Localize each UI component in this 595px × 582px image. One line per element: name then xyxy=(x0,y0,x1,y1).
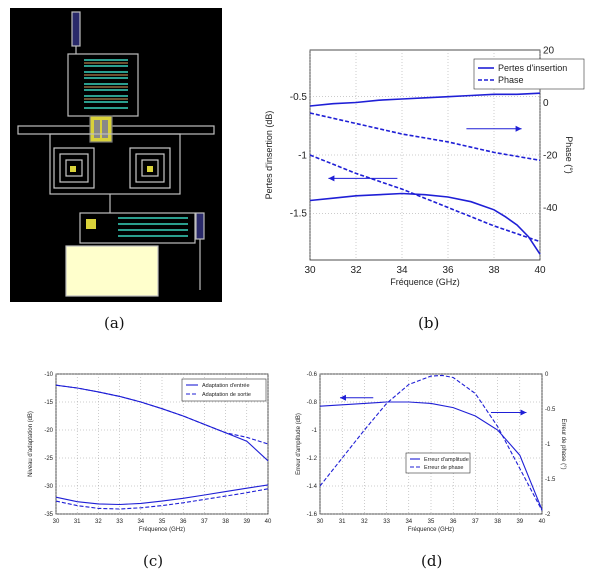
y-tick-label: -0.8 xyxy=(307,400,318,406)
series-line-4 xyxy=(309,154,541,243)
y2-tick-label: -0.5 xyxy=(545,407,556,413)
legend-box xyxy=(181,378,267,402)
y2-axis-label: Phase (°) xyxy=(564,136,574,174)
x-tick-label: 40 xyxy=(534,265,546,276)
series-line-3 xyxy=(55,484,269,506)
y-tick-label: -0.6 xyxy=(307,372,318,378)
x-tick-label: 32 xyxy=(361,519,368,525)
x-axis-label: Fréquence (GHz) xyxy=(390,277,460,287)
y-tick-label: -10 xyxy=(44,372,53,378)
legend-entry-2: Phase xyxy=(498,75,524,85)
x-tick-label: 35 xyxy=(159,519,166,525)
y-axis-label: Pertes d'insertion (dB) xyxy=(264,111,274,200)
circuit-layout-drawing xyxy=(17,11,215,297)
y2-axis-label: Erreur de phase (°) xyxy=(560,418,566,469)
y2-tick-label: 0 xyxy=(543,98,549,109)
x-tick-label: 34 xyxy=(137,519,144,525)
x-tick-label: 33 xyxy=(116,519,123,525)
x-tick-label: 35 xyxy=(428,519,435,525)
caption-a: (a) xyxy=(104,314,125,332)
y-tick-label: -20 xyxy=(44,428,53,434)
series-line-2 xyxy=(309,192,541,255)
y2-tick-label: -20 xyxy=(543,150,558,161)
x-axis-label: Fréquence (GHz) xyxy=(139,527,185,533)
chart-insertion-loss-phase: 30 32 34 36 38 40 -0.5 -1 -1.5 20 0 -20 -40 Fréquence… xyxy=(264,45,585,287)
x-tick-label: 38 xyxy=(494,519,501,525)
circuit-layout-image xyxy=(10,8,222,302)
caption-b: (b) xyxy=(418,314,440,332)
x-tick-label: 36 xyxy=(442,265,454,276)
y-tick-label: -25 xyxy=(44,456,53,462)
y-axis-label: Niveau d'adaptation (dB) xyxy=(28,411,34,477)
y2-tick-label: 0 xyxy=(545,372,549,378)
y-axis-label: Erreur d'amplitude (dB) xyxy=(296,413,302,475)
y-tick-label: -1 xyxy=(312,428,318,434)
annotation-arrowhead-2 xyxy=(520,409,527,416)
x-tick-label: 30 xyxy=(304,265,316,276)
y2-tick-label: -40 xyxy=(543,203,558,214)
y-tick-label: -1.2 xyxy=(307,456,318,462)
x-tick-label: 31 xyxy=(74,519,81,525)
y2-tick-label: -2 xyxy=(545,512,551,518)
x-tick-label: 30 xyxy=(53,519,60,525)
x-tick-label: 31 xyxy=(339,519,346,525)
x-tick-label: 36 xyxy=(180,519,187,525)
y-tick-label: -1 xyxy=(298,150,307,161)
x-tick-label: 32 xyxy=(350,265,362,276)
legend-entry-1: Erreur d'amplitude xyxy=(424,457,469,463)
x-axis-label: Fréquence (GHz) xyxy=(408,527,454,533)
series-line-2 xyxy=(55,384,269,445)
y-tick-label: -0.5 xyxy=(290,92,308,103)
annotation-arrowhead-2 xyxy=(328,175,335,182)
x-tick-label: 33 xyxy=(383,519,390,525)
y2-tick-label: -1 xyxy=(545,442,551,448)
y-tick-label: -1.4 xyxy=(307,484,318,490)
annotation-arrowhead-1 xyxy=(339,394,346,401)
x-tick-label: 40 xyxy=(265,519,272,525)
series-line-1 xyxy=(319,401,543,511)
legend-entry-1: Pertes d'insertion xyxy=(498,63,567,73)
x-tick-label: 39 xyxy=(243,519,250,525)
x-tick-label: 38 xyxy=(488,265,500,276)
annotation-arrowhead-1 xyxy=(515,125,522,132)
y2-tick-label: 20 xyxy=(543,45,555,56)
x-tick-label: 36 xyxy=(450,519,457,525)
y-tick-label: -30 xyxy=(44,484,53,490)
x-tick-label: 37 xyxy=(472,519,479,525)
x-tick-label: 39 xyxy=(516,519,523,525)
series-line-2 xyxy=(319,374,543,511)
legend-entry-1: Adaptation d'entrée xyxy=(202,383,250,389)
chart-matching-level: 30 31 32 33 34 35 36 37 38 39 40 -10 -15 -20 -25 -30 -35… xyxy=(28,372,272,533)
x-tick-label: 38 xyxy=(222,519,229,525)
y2-tick-label: -1.5 xyxy=(545,477,556,483)
caption-d: (d) xyxy=(421,552,443,570)
legend-entry-2: Erreur de phase xyxy=(424,465,463,471)
y-tick-label: -35 xyxy=(44,512,53,518)
x-tick-label: 34 xyxy=(405,519,412,525)
x-tick-label: 34 xyxy=(396,265,408,276)
x-tick-label: 40 xyxy=(539,519,546,525)
x-tick-label: 30 xyxy=(317,519,324,525)
y-tick-label: -1.5 xyxy=(290,209,308,220)
series-line-3 xyxy=(309,112,541,162)
y-tick-label: -15 xyxy=(44,400,53,406)
x-tick-label: 32 xyxy=(95,519,102,525)
y-tick-label: -1.6 xyxy=(307,512,318,518)
chart-amplitude-phase-error: 30 31 32 33 34 35 36 37 38 39 40 -0.6 -0.8 -1 -1.2 -1.4… xyxy=(296,372,566,533)
legend-box xyxy=(405,452,471,474)
x-tick-label: 37 xyxy=(201,519,208,525)
legend-box xyxy=(473,58,585,90)
legend-entry-2: Adaptation de sortie xyxy=(202,392,251,398)
series-line-1 xyxy=(309,92,541,107)
caption-c: (c) xyxy=(143,552,164,570)
